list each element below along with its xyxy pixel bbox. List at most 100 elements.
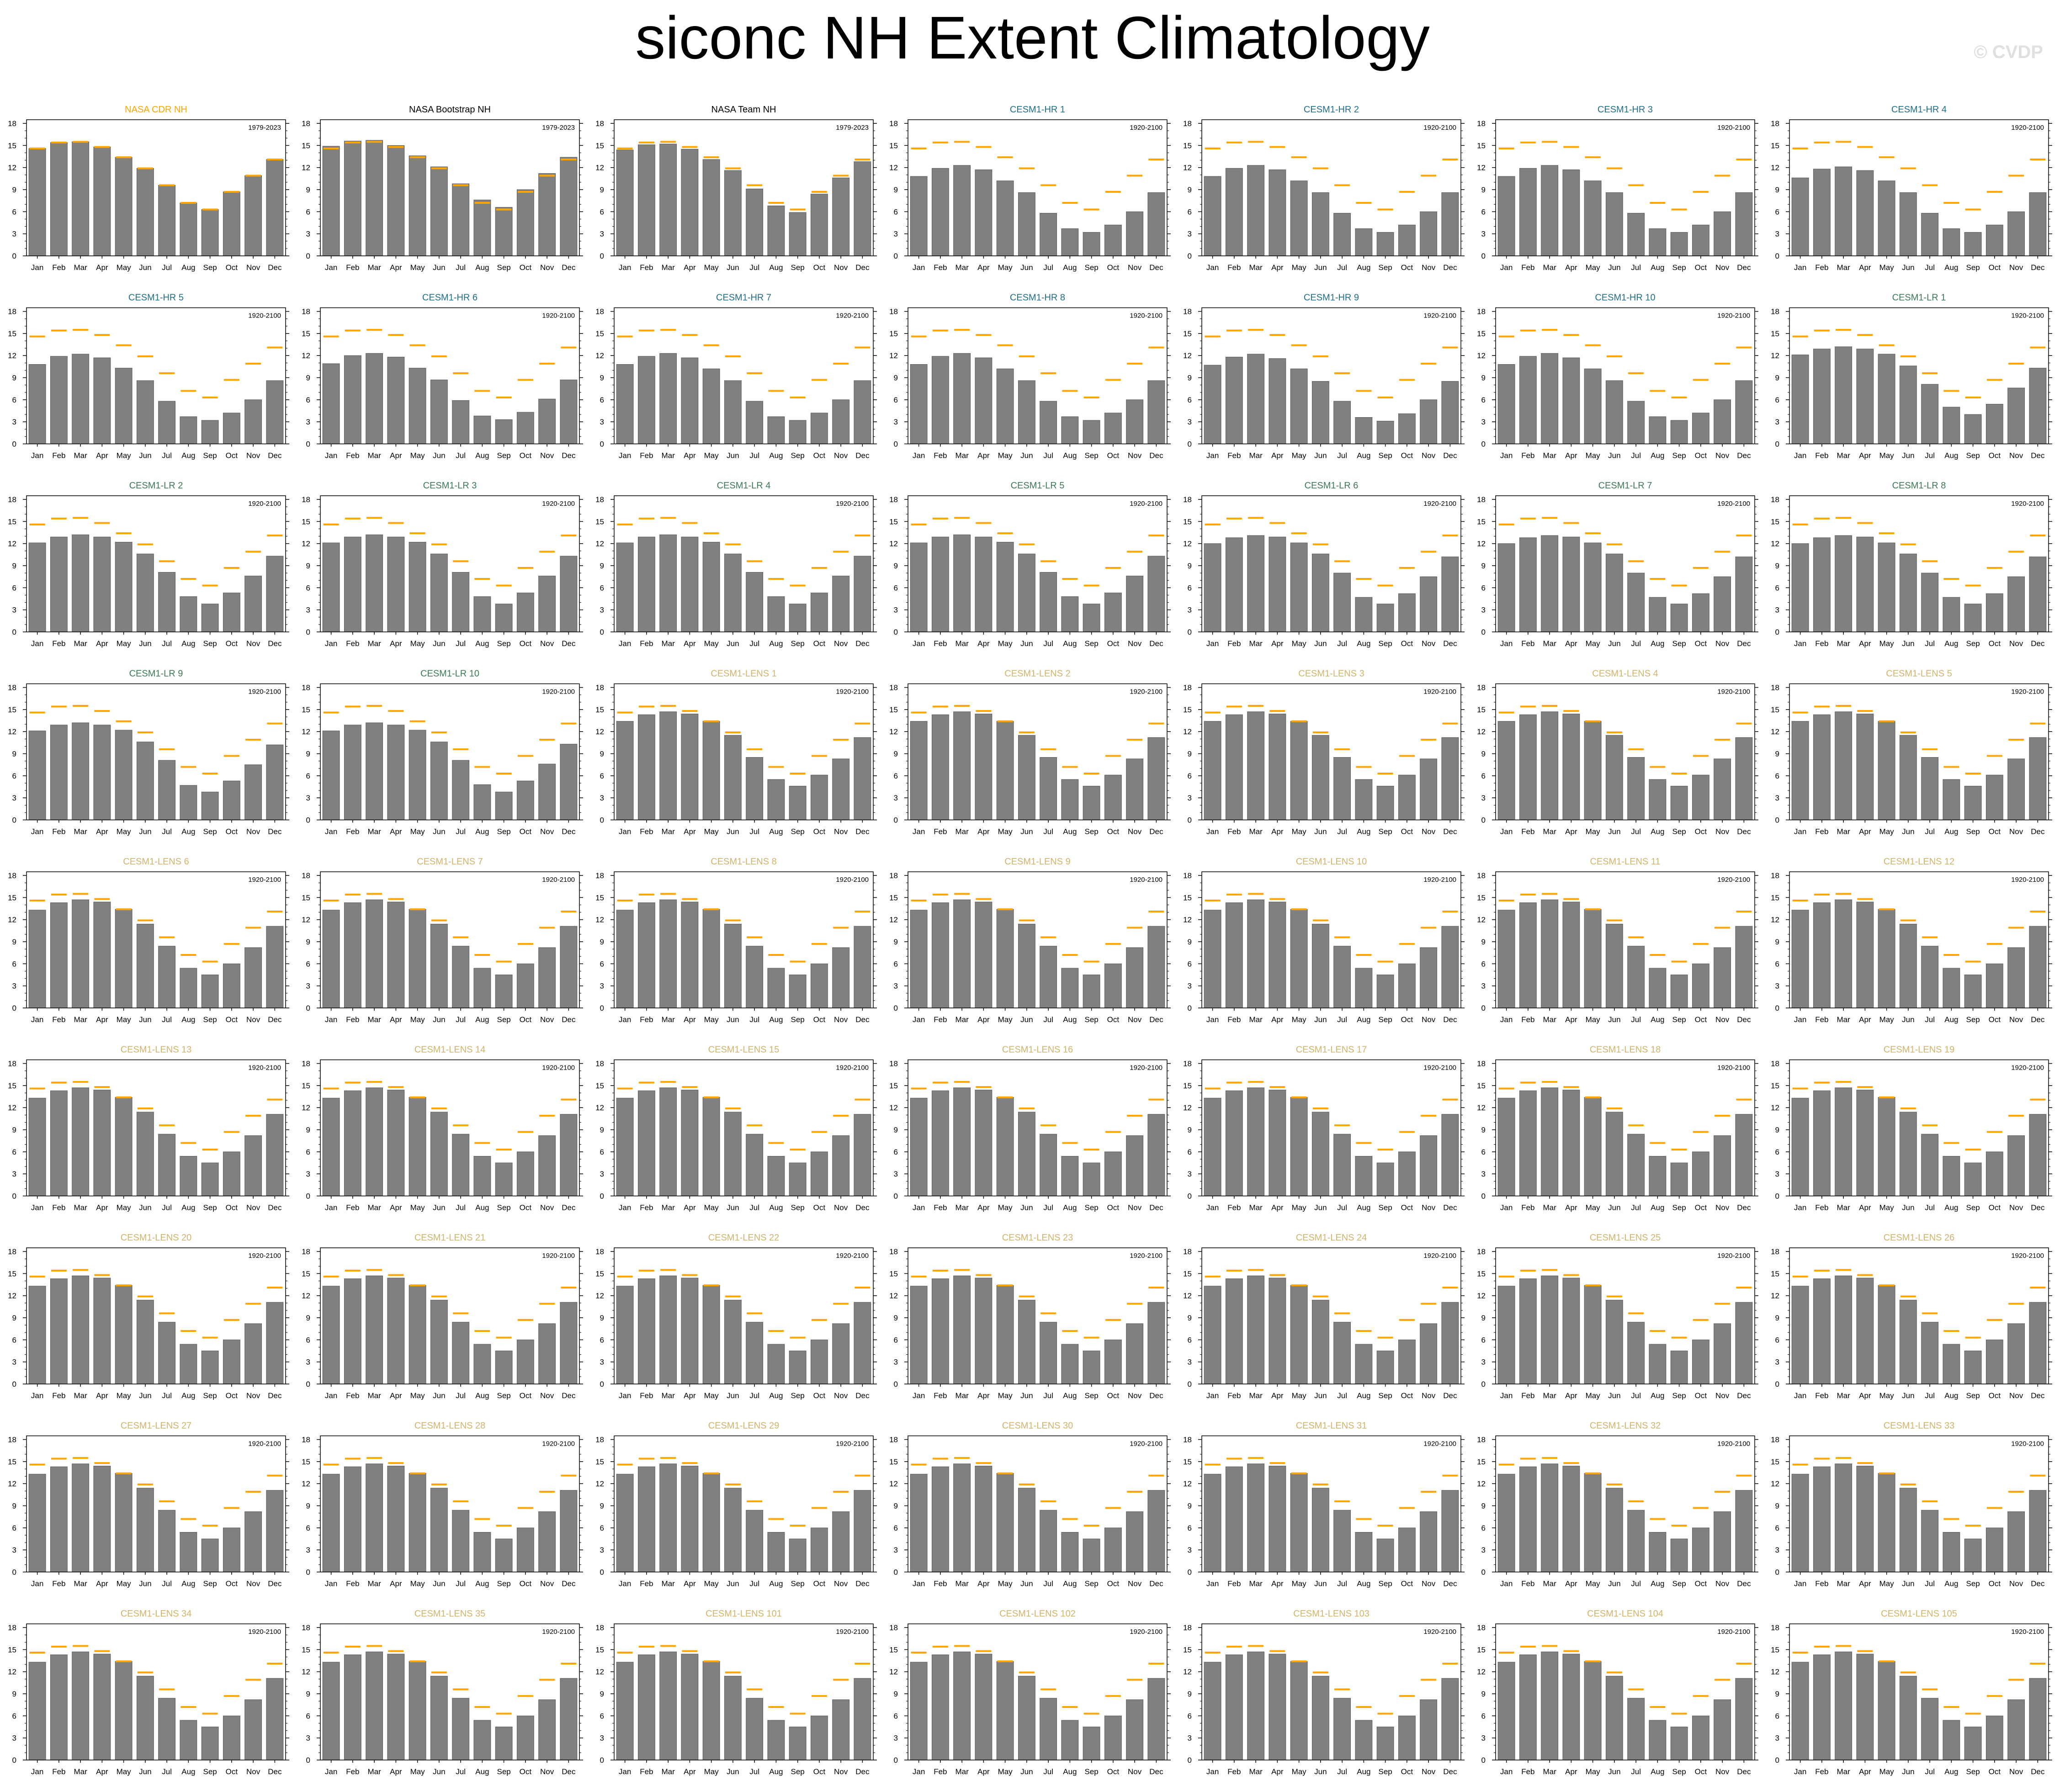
x-tick-label: Feb xyxy=(1521,827,1534,836)
x-tick-label: Apr xyxy=(684,827,696,836)
bar xyxy=(452,1322,470,1384)
bar xyxy=(1791,1097,1809,1197)
period-label: 1920-2100 xyxy=(1423,1252,1456,1260)
bar xyxy=(1420,758,1438,821)
x-tick-label: Sep xyxy=(1966,1204,1980,1212)
y-tick-label: 9 xyxy=(600,1126,604,1135)
y-tick-label: 18 xyxy=(1183,871,1192,880)
bar xyxy=(322,731,340,821)
x-tick-label: Mar xyxy=(1837,1015,1850,1024)
plot-frame xyxy=(908,871,1168,1008)
x-tick-label: Aug xyxy=(1063,639,1077,648)
x-tick-label: Mar xyxy=(74,827,87,836)
x-tick-label: Nov xyxy=(834,263,848,272)
x-tick-label: Feb xyxy=(1815,1391,1828,1400)
x-tick-label: Jan xyxy=(619,451,631,460)
x-tick-label: Sep xyxy=(791,1204,805,1212)
bar xyxy=(1333,573,1351,632)
x-tick-label: Jan xyxy=(1500,263,1513,272)
bar xyxy=(538,398,556,444)
x-tick-label: Apr xyxy=(1271,1015,1284,1024)
x-tick-label: May xyxy=(998,1391,1013,1400)
bar xyxy=(702,721,720,821)
bar xyxy=(1311,735,1329,820)
bar xyxy=(1061,228,1079,256)
x-tick-label: Apr xyxy=(390,263,402,272)
y-tick-label: 3 xyxy=(1481,230,1486,239)
bar xyxy=(93,536,111,632)
bar xyxy=(746,401,764,445)
x-tick-label: Aug xyxy=(1651,451,1664,460)
y-tick-label: 9 xyxy=(1775,562,1779,570)
bar xyxy=(1269,536,1286,632)
y-tick-label: 18 xyxy=(8,684,16,692)
x-tick-label: Feb xyxy=(1227,451,1241,460)
plot-frame xyxy=(614,1435,874,1573)
bar xyxy=(1497,543,1515,632)
period-label: 1920-2100 xyxy=(2011,312,2044,320)
y-tick-label: 0 xyxy=(1188,628,1192,636)
x-tick-label: May xyxy=(1586,1204,1601,1212)
bar xyxy=(136,380,154,444)
period-label: 1920-2100 xyxy=(1717,124,1750,132)
bar xyxy=(1714,211,1731,256)
x-tick-label: Apr xyxy=(390,1391,402,1400)
x-tick-label: Oct xyxy=(1107,1204,1120,1212)
bar xyxy=(1247,1275,1265,1384)
x-tick-label: Jun xyxy=(433,639,445,648)
bar xyxy=(322,910,340,1008)
period-label: 1920-2100 xyxy=(542,1440,575,1448)
bar xyxy=(560,556,578,632)
y-tick-label: 18 xyxy=(1477,871,1486,880)
y-tick-label: 15 xyxy=(1477,705,1486,714)
y-tick-label: 15 xyxy=(595,705,604,714)
x-tick-label: Mar xyxy=(74,639,87,648)
x-tick-label: Apr xyxy=(1859,1204,1871,1212)
bar xyxy=(1791,1286,1809,1384)
x-tick-label: Nov xyxy=(834,639,848,648)
bar xyxy=(746,1322,764,1384)
period-label: 1920-2100 xyxy=(1717,876,1750,884)
x-tick-label: Jan xyxy=(913,827,925,836)
x-tick-label: Nov xyxy=(834,1204,848,1212)
y-tick-label: 3 xyxy=(1481,1170,1486,1178)
x-tick-label: Apr xyxy=(1565,1391,1577,1400)
bar xyxy=(1247,165,1265,256)
period-label: 1920-2100 xyxy=(1717,312,1750,320)
bar xyxy=(1147,556,1165,632)
y-tick-label: 12 xyxy=(889,727,898,736)
y-tick-label: 9 xyxy=(600,1502,604,1511)
y-tick-label: 3 xyxy=(1188,982,1192,991)
bar xyxy=(136,742,154,820)
bar xyxy=(1692,224,1709,256)
period-label: 1920-2100 xyxy=(1717,688,1750,696)
x-tick-label: Dec xyxy=(1149,827,1163,836)
bar xyxy=(93,901,111,1008)
bar xyxy=(495,1351,513,1384)
bar xyxy=(702,1473,720,1573)
x-tick-label: Aug xyxy=(769,1391,783,1400)
x-tick-label: Sep xyxy=(791,263,805,272)
x-tick-label: Jan xyxy=(619,1391,631,1400)
y-tick-label: 12 xyxy=(302,916,310,924)
bar xyxy=(2007,758,2025,821)
y-tick-label: 3 xyxy=(306,606,310,615)
bar xyxy=(2007,211,2025,256)
bar xyxy=(201,420,219,444)
x-tick-label: Jan xyxy=(31,1391,43,1400)
panel-title: CESM1-LENS 11 xyxy=(1590,857,1660,867)
bar xyxy=(387,145,405,256)
bar xyxy=(136,923,154,1008)
bar xyxy=(1311,1299,1329,1384)
x-tick-label: Jul xyxy=(162,263,172,272)
x-tick-label: Aug xyxy=(1063,1204,1077,1212)
x-tick-label: Aug xyxy=(181,1015,195,1024)
panel-title: CESM1-LR 8 xyxy=(1892,481,1946,491)
y-tick-label: 0 xyxy=(1481,1192,1486,1201)
